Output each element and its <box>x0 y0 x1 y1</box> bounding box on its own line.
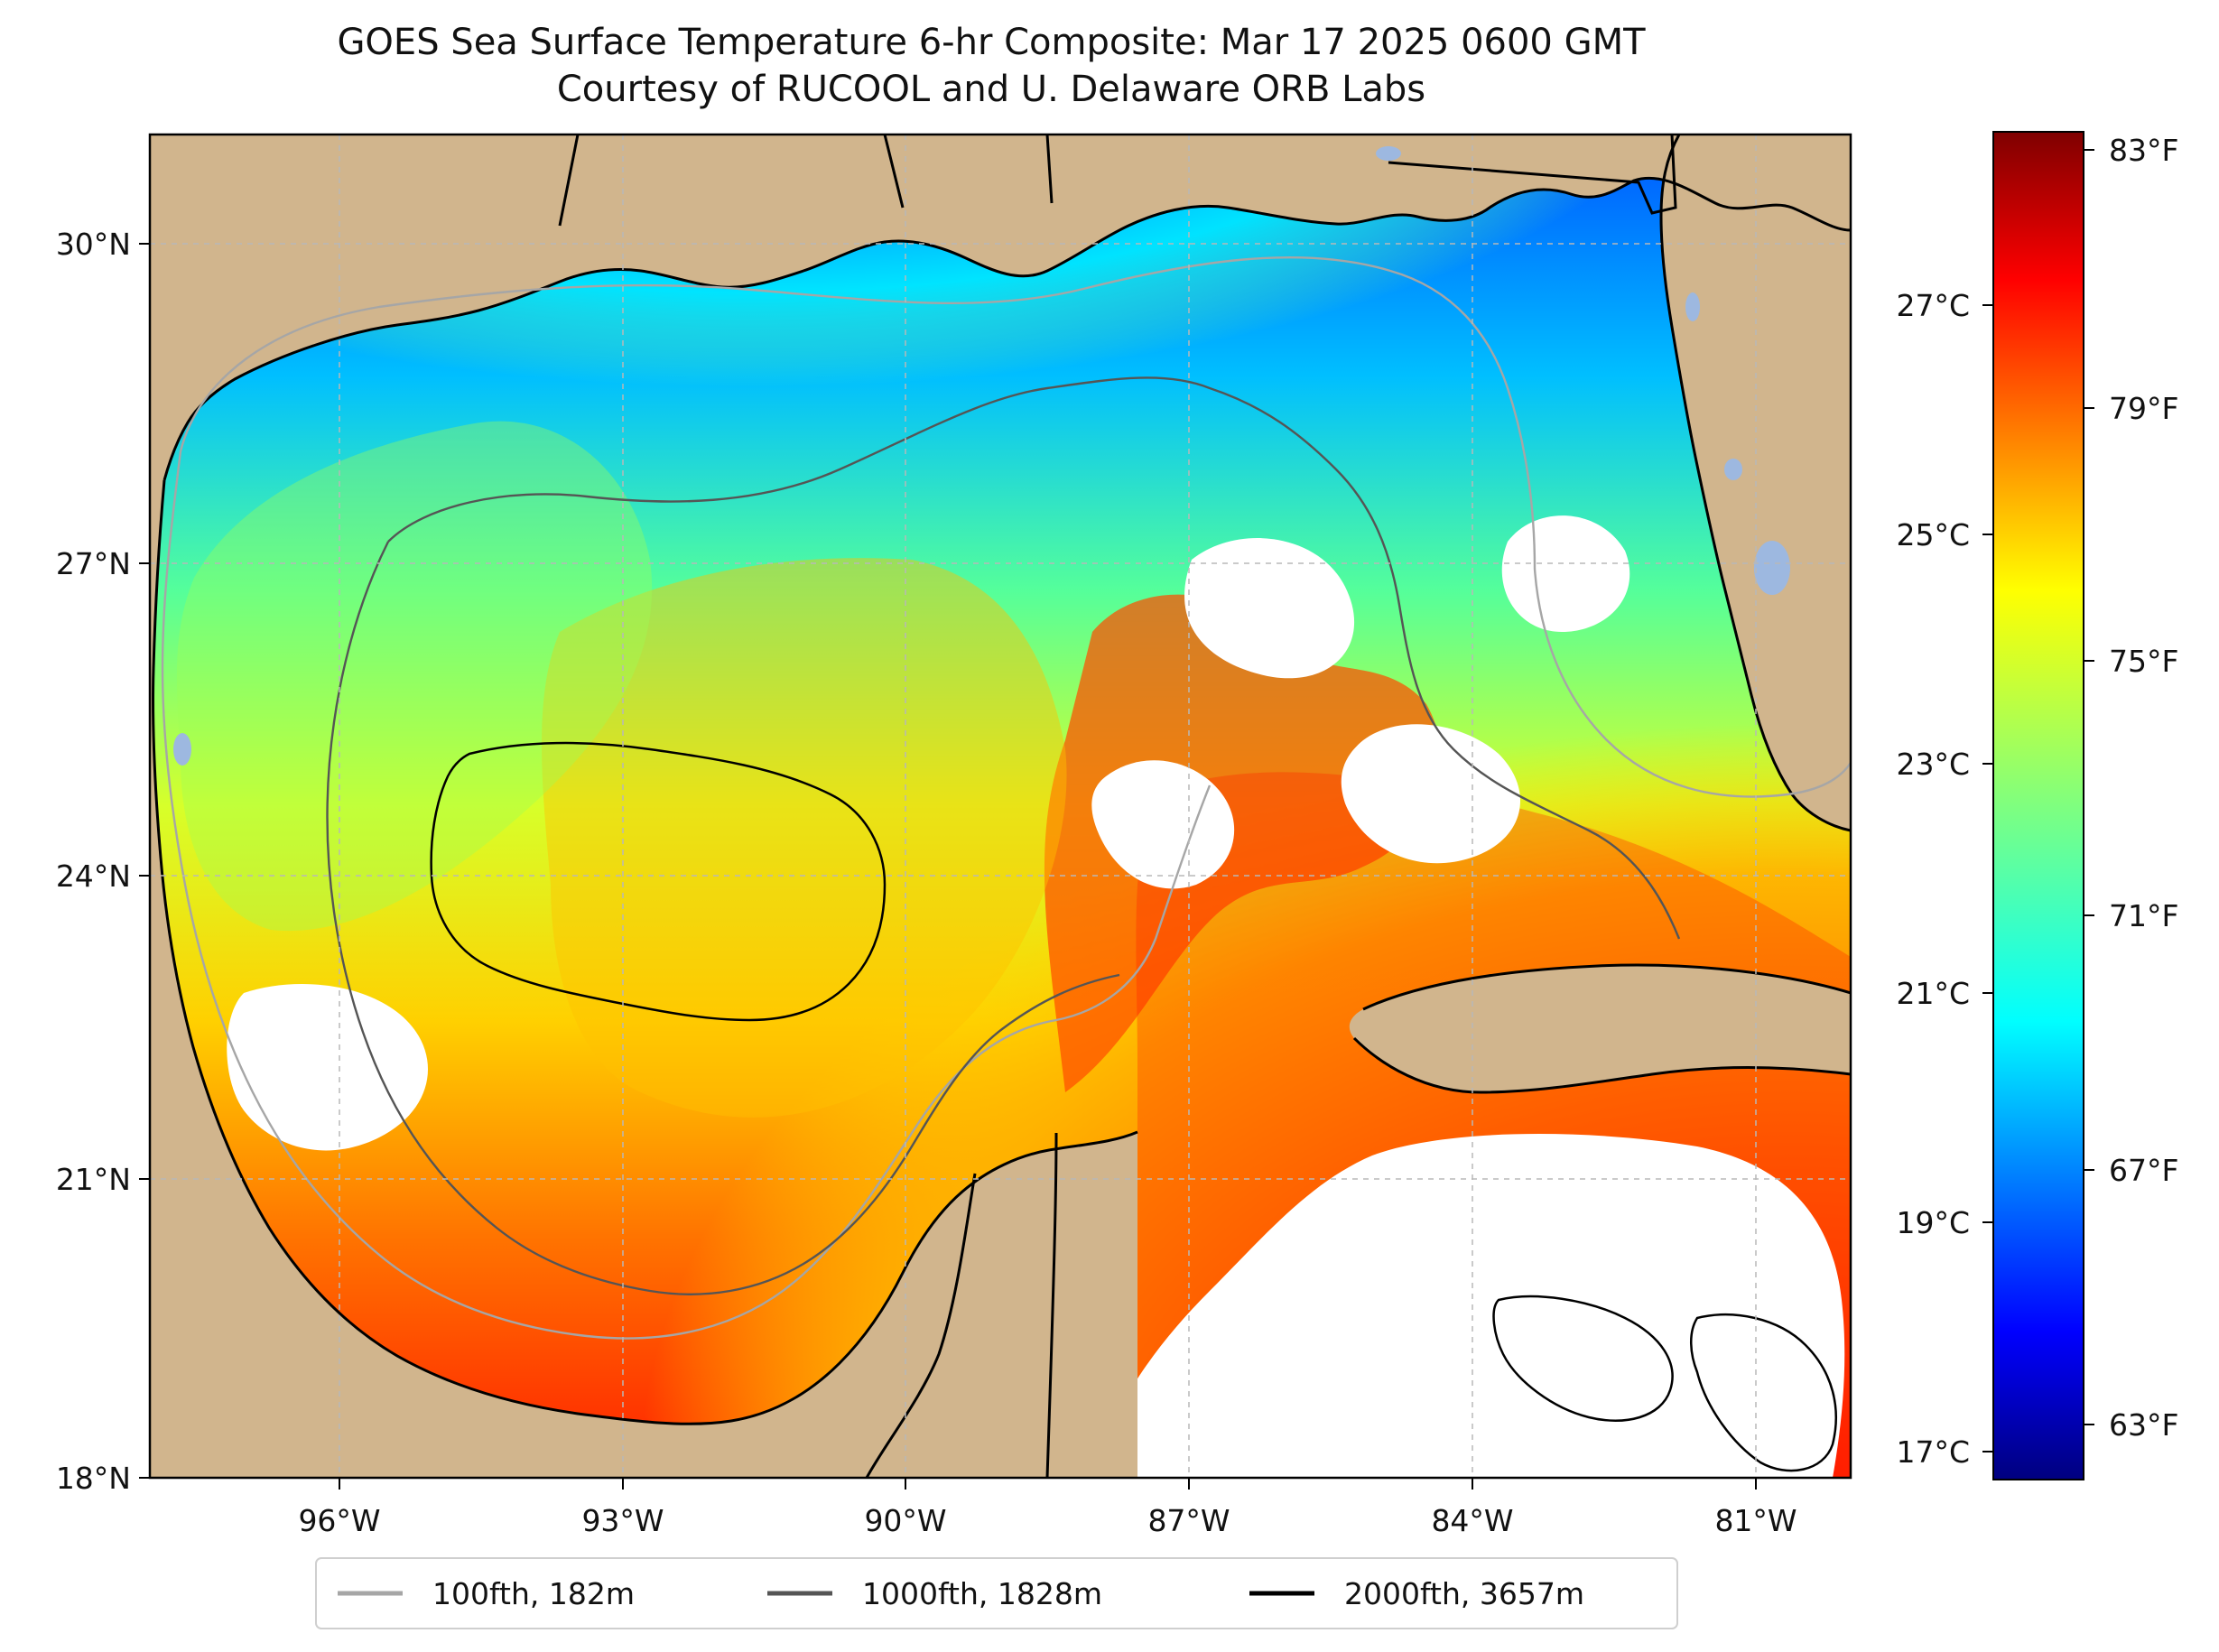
cb-c-label-23: 23°C <box>1896 747 1970 782</box>
cb-f-label-83: 83°F <box>2109 133 2178 168</box>
northern-land <box>150 135 1851 480</box>
cb-c-label-21: 21°C <box>1896 976 1970 1011</box>
cloud-patch-4 <box>227 984 428 1151</box>
map-title-line2: Courtesy of RUCOOL and U. Delaware ORB L… <box>557 69 1425 110</box>
latitude-axis: 30°N 27°N 24°N 21°N 18°N <box>56 227 131 1496</box>
lon-label-87: 87°W <box>1147 1503 1230 1538</box>
cb-f-label-75: 75°F <box>2109 644 2178 679</box>
map-title-line1: GOES Sea Surface Temperature 6-hr Compos… <box>337 22 1646 63</box>
cb-c-label-19: 19°C <box>1896 1205 1970 1240</box>
graticule <box>150 135 1851 1478</box>
colorbar-fahrenheit-labels: 83°F 79°F 75°F 71°F 67°F 63°F <box>2109 133 2178 1443</box>
lat-label-27: 27°N <box>56 546 131 581</box>
lake-okeechobee <box>1754 541 1790 595</box>
florida-coastline <box>1659 135 1851 832</box>
lat-label-30: 30°N <box>56 227 131 262</box>
mexico-coastline <box>151 479 1138 1425</box>
colorbar-celsius-ticks <box>1982 304 1993 1452</box>
state-borders <box>558 135 1677 1478</box>
colorbar-celsius-labels: 27°C 25°C 23°C 21°C 19°C 17°C <box>1896 288 1970 1470</box>
legend-label-1000fth: 1000fth, 1828m <box>862 1576 1102 1611</box>
us-coastline <box>162 176 1851 481</box>
lon-label-96: 96°W <box>298 1503 380 1538</box>
west-cool-green-zone <box>176 421 653 932</box>
legend-box <box>315 1557 1678 1629</box>
cb-f-label-63: 63°F <box>2109 1407 2178 1443</box>
central-warm-anomaly <box>542 558 1067 1118</box>
cb-c-label-27: 27°C <box>1896 288 1970 323</box>
legend-label-2000fth: 2000fth, 3657m <box>1344 1576 1584 1611</box>
cb-f-label-67: 67°F <box>2109 1153 2178 1188</box>
lat-label-21: 21°N <box>56 1162 131 1197</box>
cb-f-label-71: 71°F <box>2109 898 2178 933</box>
cloud-patch-5 <box>1092 1134 1845 1478</box>
colorbar <box>1992 131 2084 1480</box>
small-lake-4 <box>1376 146 1401 161</box>
lon-label-84: 84°W <box>1431 1503 1513 1538</box>
contour-1000fth <box>326 376 1681 1295</box>
cuba-coastline <box>1352 963 1851 1094</box>
longitude-axis: 96°W 93°W 90°W 87°W 84°W 81°W <box>298 1503 1797 1538</box>
cb-c-label-25: 25°C <box>1896 517 1970 552</box>
mexico-land <box>150 480 1137 1478</box>
lat-label-18: 18°N <box>56 1461 131 1496</box>
lon-label-81: 81°W <box>1714 1503 1797 1538</box>
small-lake-3 <box>173 733 191 766</box>
tick-marks <box>139 243 1757 1490</box>
colorbar-fahrenheit-ticks <box>2084 149 2094 1425</box>
cb-f-label-79: 79°F <box>2109 391 2178 426</box>
small-lake-2 <box>1724 459 1742 480</box>
legend-label-100fth: 100fth, 182m <box>432 1576 635 1611</box>
lon-label-90: 90°W <box>864 1503 946 1538</box>
lat-label-24: 24°N <box>56 858 131 894</box>
loop-current-band <box>1044 594 1441 1092</box>
cloud-patch-2 <box>1091 760 1235 889</box>
cloud-patch-3 <box>1341 724 1520 864</box>
cb-c-label-17: 17°C <box>1896 1434 1970 1470</box>
map-frame <box>148 133 1852 1480</box>
cuba-land <box>1349 965 1851 1092</box>
small-lake-1 <box>1685 292 1700 321</box>
cloud-patch-1 <box>1184 538 1355 679</box>
lon-label-93: 93°W <box>581 1503 664 1538</box>
